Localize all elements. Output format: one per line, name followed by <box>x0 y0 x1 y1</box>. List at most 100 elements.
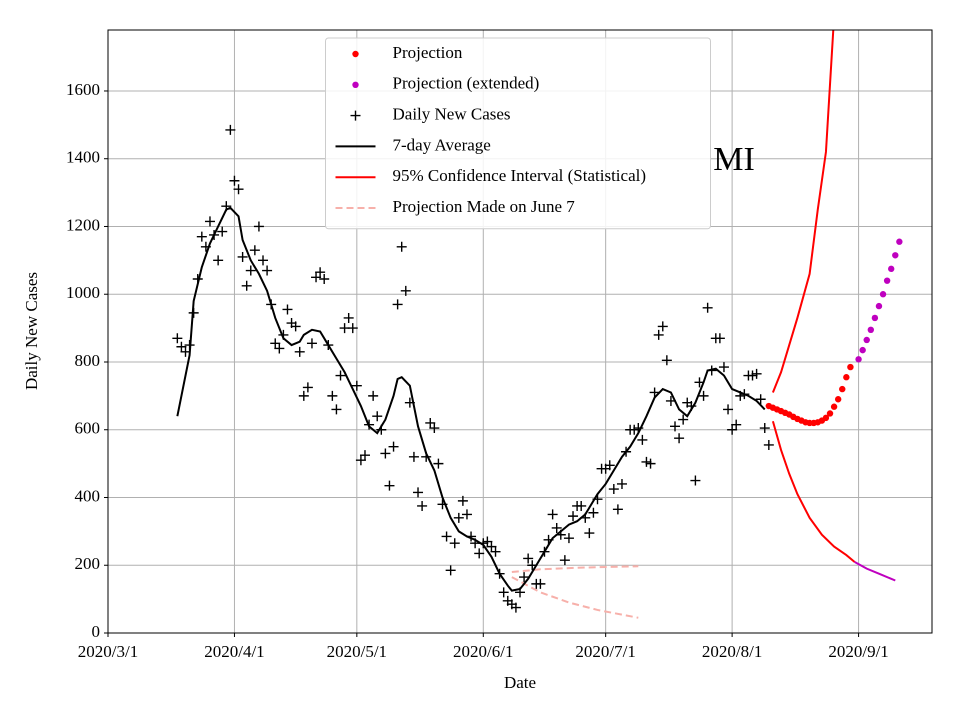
point <box>225 124 236 135</box>
point <box>274 343 285 354</box>
point <box>674 433 685 444</box>
point <box>888 265 895 273</box>
point <box>311 272 322 283</box>
point <box>478 538 489 549</box>
point <box>319 273 330 284</box>
point <box>494 568 505 579</box>
point <box>184 340 195 351</box>
y-tick-label: 1200 <box>66 215 100 234</box>
point <box>735 390 746 401</box>
point <box>830 403 838 410</box>
point <box>747 370 758 381</box>
point <box>376 424 387 435</box>
x-tick-label: 2020/4/1 <box>204 642 264 661</box>
point <box>584 528 595 539</box>
point <box>453 512 464 523</box>
point <box>588 507 599 518</box>
point <box>702 302 713 313</box>
point <box>343 312 354 323</box>
point <box>698 390 709 401</box>
y-axis-label: Daily New Cases <box>22 272 41 390</box>
point <box>755 394 766 405</box>
y-tick-label: 1400 <box>66 148 100 167</box>
point <box>645 458 656 469</box>
point <box>727 424 738 435</box>
point <box>523 553 534 564</box>
point <box>629 424 640 435</box>
x-tick-label: 2020/6/1 <box>453 642 513 661</box>
point <box>694 377 705 388</box>
point <box>266 299 277 310</box>
point <box>896 238 903 245</box>
point <box>290 321 301 332</box>
point <box>543 534 554 545</box>
point <box>404 397 415 408</box>
point <box>633 423 644 434</box>
legend-label: Daily New Cases <box>393 105 511 124</box>
point <box>445 565 456 576</box>
series-line <box>854 560 896 582</box>
point <box>847 363 854 371</box>
point <box>527 560 538 571</box>
point <box>172 333 183 344</box>
legend-label: 7-day Average <box>393 135 491 154</box>
series-line <box>511 565 639 574</box>
legend-label: Projection (extended) <box>393 74 540 93</box>
point <box>413 487 424 498</box>
point <box>429 423 440 434</box>
point <box>616 478 627 489</box>
point <box>641 456 652 467</box>
point <box>723 404 734 415</box>
series-line <box>771 420 856 563</box>
point <box>347 323 358 334</box>
legend-box <box>325 37 711 230</box>
point <box>433 458 444 469</box>
point <box>568 511 579 522</box>
point <box>559 555 570 566</box>
point <box>282 304 293 315</box>
point <box>563 533 574 544</box>
point <box>192 273 203 284</box>
point <box>262 265 273 276</box>
legend: Projection Projection (extended) Daily New… <box>325 37 711 230</box>
point <box>892 252 899 259</box>
point <box>180 346 191 357</box>
y-tick-label: 1600 <box>66 80 100 99</box>
point <box>657 321 668 332</box>
y-tick-label: 1000 <box>66 283 100 302</box>
point <box>400 285 411 296</box>
point <box>302 382 313 393</box>
point <box>449 538 460 549</box>
point <box>258 255 269 266</box>
x-tick-label: 2020/9/1 <box>828 642 888 661</box>
point <box>839 385 846 393</box>
point <box>490 546 501 557</box>
legend-marker <box>350 110 361 121</box>
point <box>241 280 252 291</box>
point <box>253 221 264 232</box>
point <box>714 333 725 344</box>
point <box>879 291 887 298</box>
point <box>739 389 750 400</box>
point <box>315 267 326 278</box>
point <box>686 401 697 412</box>
y-tick-label: 200 <box>75 554 101 573</box>
point <box>486 541 497 552</box>
plot-area <box>172 30 903 619</box>
point <box>417 500 428 511</box>
point <box>372 411 383 422</box>
point <box>551 522 562 533</box>
point <box>653 329 664 340</box>
y-tick-label: 800 <box>75 351 101 370</box>
legend-label: 95% Confidence Interval (Statistical) <box>393 166 647 185</box>
legend-label: Projection Made on June 7 <box>393 197 576 216</box>
point <box>855 356 862 363</box>
y-tick-label: 400 <box>75 486 101 505</box>
x-tick-label: 2020/3/1 <box>78 642 138 661</box>
point <box>200 241 211 252</box>
point <box>576 500 587 511</box>
point <box>351 380 362 391</box>
point <box>359 450 370 461</box>
point <box>380 448 391 459</box>
